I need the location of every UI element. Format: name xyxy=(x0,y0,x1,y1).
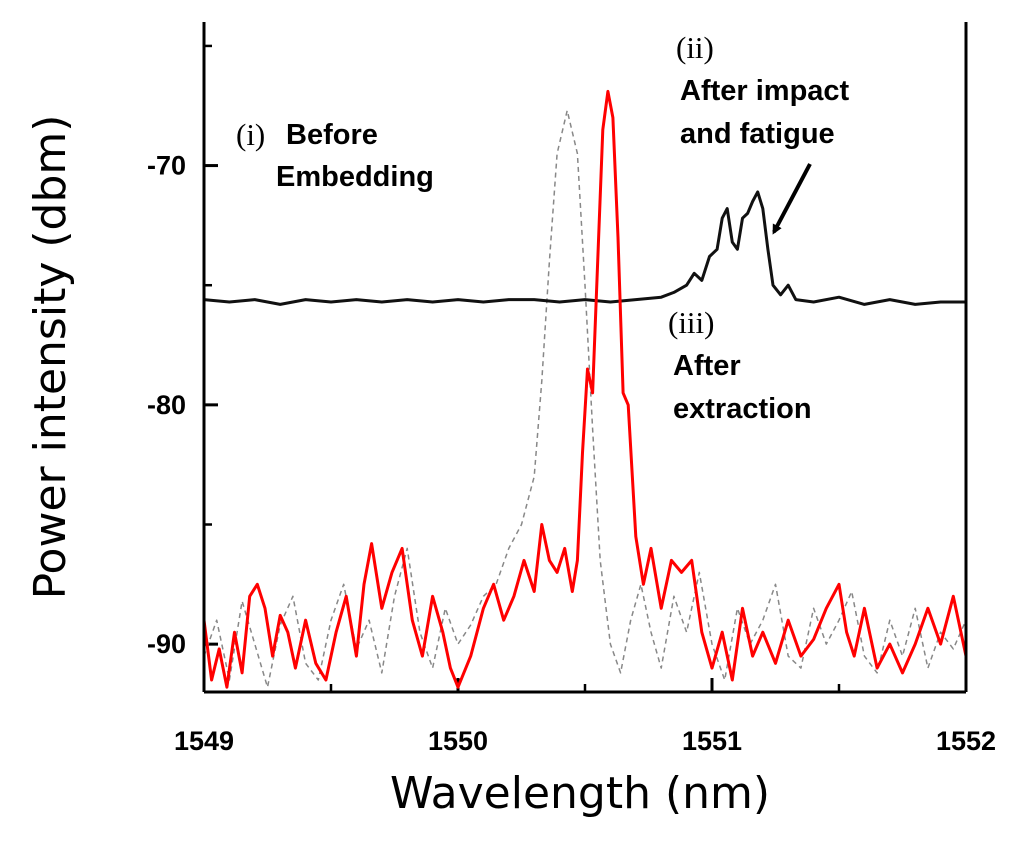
series-before-embedding xyxy=(203,109,967,688)
x-tick-label-1550: 1550 xyxy=(428,726,488,756)
annotation-before-embedding: (i) Before Embedding xyxy=(236,117,434,193)
annotation-i-line1: Before xyxy=(286,119,378,151)
annotation-ii-arrow xyxy=(772,163,812,235)
annotation-iii-marker: (iii) xyxy=(668,305,715,340)
x-tick-label-1552: 1552 xyxy=(936,726,996,756)
annotation-ii-line2: and fatigue xyxy=(680,118,835,150)
series-after-impact-fatigue xyxy=(203,190,966,306)
plot-series xyxy=(202,89,968,689)
x-axis-title: Wavelength (nm) xyxy=(390,768,770,819)
y-tick-label--90: -90 xyxy=(147,629,186,659)
y-tick-label--70: -70 xyxy=(147,151,186,181)
x-tick-label-1551: 1551 xyxy=(682,726,742,756)
annotation-i-marker: (i) xyxy=(236,117,265,152)
y-axis-title: Power intensity (dbm) xyxy=(25,115,76,600)
annotation-ii-line1: After impact xyxy=(680,75,850,107)
annotation-after-impact-fatigue: (ii) After impact and fatigue xyxy=(676,30,850,235)
y-tick-label--80: -80 xyxy=(147,390,186,420)
annotation-iii-line2: extraction xyxy=(673,393,812,425)
annotation-after-extraction: (iii) After extraction xyxy=(668,305,812,425)
annotation-iii-line1: After xyxy=(673,350,741,382)
annotation-i-line2: Embedding xyxy=(276,161,434,193)
series-after-extraction xyxy=(202,89,968,689)
tick-labels: 1549 1550 1551 1552 -70 -80 -90 xyxy=(147,151,996,756)
annotation-ii-marker: (ii) xyxy=(676,30,714,65)
x-tick-label-1549: 1549 xyxy=(174,726,234,756)
